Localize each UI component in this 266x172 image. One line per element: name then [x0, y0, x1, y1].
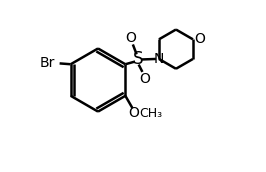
Text: O: O	[125, 31, 136, 45]
Text: N: N	[154, 52, 164, 66]
Text: S: S	[132, 50, 143, 68]
Text: O: O	[128, 106, 139, 120]
Text: O: O	[140, 72, 150, 86]
Text: Br: Br	[40, 56, 55, 70]
Text: CH₃: CH₃	[140, 107, 163, 120]
Text: O: O	[195, 32, 206, 46]
